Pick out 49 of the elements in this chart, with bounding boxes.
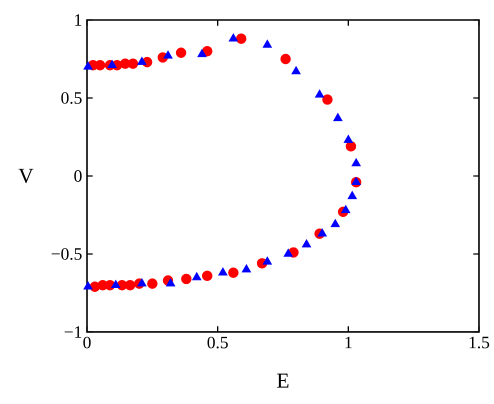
point (262, 256, 272, 265)
point (137, 56, 147, 65)
point (197, 48, 207, 58)
y-tick-label: −0.5 (52, 248, 82, 260)
y-tick-label: 1 (75, 14, 82, 26)
point (218, 267, 228, 276)
x-tick-label: 0.5 (208, 336, 228, 348)
point (352, 158, 361, 166)
point (94, 60, 106, 70)
point (346, 141, 356, 152)
point (284, 248, 293, 257)
x-tick-label: 1.5 (470, 336, 490, 348)
point (192, 272, 202, 280)
x-axis-title: E (277, 374, 288, 388)
y-tick-label: −1 (64, 326, 82, 338)
point (228, 33, 238, 42)
point (137, 278, 147, 286)
point (107, 60, 117, 68)
x-tick-label: 1 (346, 336, 352, 348)
point (291, 66, 301, 74)
point (176, 48, 186, 58)
point (344, 134, 353, 143)
point (166, 278, 176, 286)
point (181, 274, 192, 284)
point (147, 278, 158, 289)
point (163, 50, 173, 59)
point (90, 282, 100, 292)
y-tick-label: 0 (74, 170, 82, 182)
point (242, 264, 252, 272)
point (348, 190, 357, 200)
y-axis-title: V (18, 168, 34, 184)
point (333, 112, 343, 122)
point (341, 204, 350, 214)
point (314, 90, 324, 98)
point (236, 34, 246, 44)
x-tick-label: 0 (83, 336, 91, 348)
point (318, 228, 327, 237)
point (128, 58, 138, 69)
point (111, 280, 120, 288)
point (322, 94, 333, 105)
point (228, 268, 239, 278)
point (280, 54, 291, 64)
point (202, 270, 212, 282)
point (83, 281, 93, 290)
point (302, 239, 312, 248)
y-tick-label: 0.5 (61, 92, 82, 104)
point (262, 40, 272, 48)
point (83, 61, 93, 70)
point (330, 219, 340, 228)
